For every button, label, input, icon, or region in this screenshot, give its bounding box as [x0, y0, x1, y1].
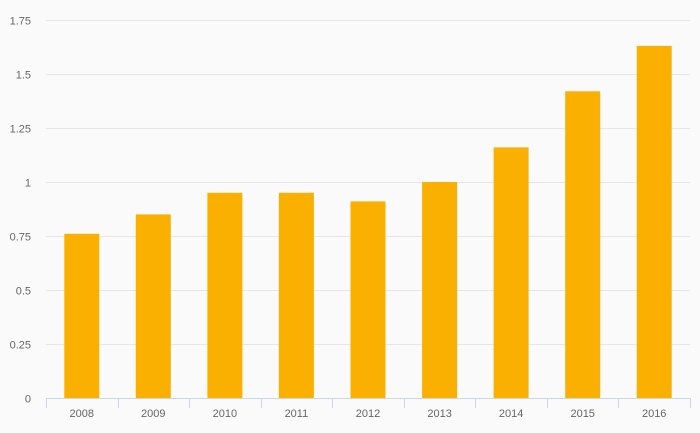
bar-2008 — [64, 233, 100, 398]
y-tick-label: 1.25 — [10, 124, 31, 136]
bar-2011 — [278, 192, 314, 398]
y-axis: 0 0.25 0.5 0.75 1 1.25 1.5 1.75 — [10, 16, 31, 406]
x-tick-label: 2014 — [499, 408, 523, 420]
x-tick-label: 2010 — [213, 408, 237, 420]
y-tick-label: 1.5 — [16, 70, 31, 82]
y-tick-label: 0.25 — [10, 340, 31, 352]
y-tick-label: 0 — [25, 394, 31, 406]
bar-2012 — [350, 201, 386, 398]
x-tick-label: 2015 — [570, 408, 594, 420]
x-axis: 2008 2009 2010 2011 2012 2013 2014 2015 2016 — [46, 398, 691, 420]
bar-2009 — [135, 214, 171, 398]
bar-2013 — [422, 182, 458, 398]
x-tick-label: 2016 — [642, 408, 666, 420]
x-tick-label: 2009 — [141, 408, 165, 420]
y-tick-label: 1.75 — [10, 16, 31, 28]
bars — [64, 45, 672, 399]
bar-2015 — [565, 91, 601, 399]
x-tick-label: 2011 — [285, 408, 309, 420]
x-tick-label: 2013 — [427, 408, 451, 420]
x-tick-label: 2008 — [70, 408, 94, 420]
y-tick-label: 0.75 — [10, 232, 31, 244]
x-tick-label: 2012 — [356, 408, 380, 420]
bar-2010 — [207, 192, 243, 398]
bar-2016 — [636, 45, 672, 399]
y-tick-label: 1 — [25, 178, 31, 190]
y-tick-label: 0.5 — [16, 286, 31, 298]
bar-2014 — [493, 147, 529, 398]
